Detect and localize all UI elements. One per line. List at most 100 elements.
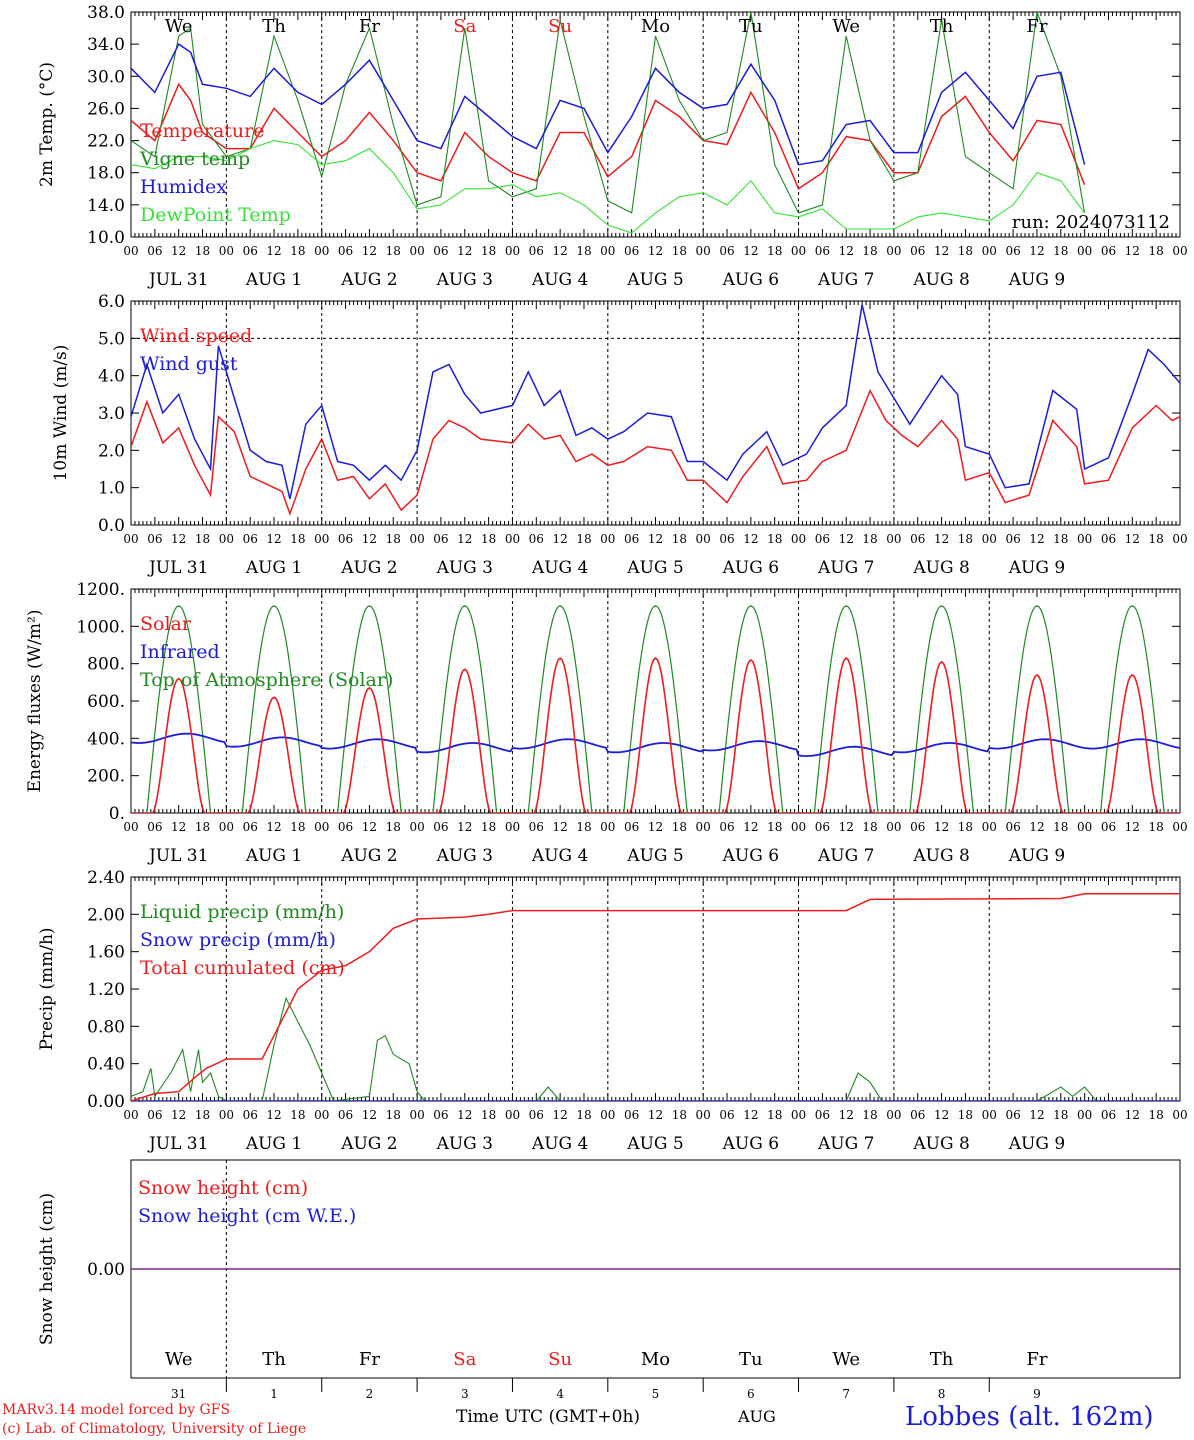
hour-tick-label: 18 (386, 244, 401, 258)
hour-tick-label: 18 (1149, 244, 1164, 258)
hour-tick-label: 18 (481, 532, 496, 546)
legend-entry: Top of Atmosphere (Solar) (140, 669, 393, 691)
legend-entry: Snow height (cm W.E.) (138, 1205, 356, 1227)
hour-tick-label: 12 (648, 820, 663, 834)
hour-tick-label: 06 (338, 244, 353, 258)
legend-entry: Temperature (140, 120, 264, 142)
series-wind-gust (131, 304, 1180, 500)
date-label: AUG 5 (626, 270, 683, 290)
date-label: AUG 8 (912, 846, 969, 866)
hour-tick-label: 18 (481, 244, 496, 258)
hour-tick-label: 06 (910, 244, 925, 258)
hour-tick-label: 00 (219, 1108, 234, 1122)
model-credit-line: MARv3.14 model forced by GFS (2, 1402, 231, 1418)
hour-tick-label: 12 (457, 1108, 472, 1122)
hour-tick-label: 00 (314, 532, 329, 546)
hour-tick-label: 12 (934, 820, 949, 834)
station-label: Lobbes (alt. 162m) (905, 1402, 1154, 1432)
date-label: AUG 6 (722, 1134, 779, 1154)
y-tick-label: 2.0 (98, 441, 125, 461)
hour-tick-label: 00 (982, 1108, 997, 1122)
hour-tick-label: 00 (505, 820, 520, 834)
y-tick-label: 400. (87, 729, 125, 749)
hour-tick-label: 18 (1149, 1108, 1164, 1122)
hour-tick-label: 18 (1053, 244, 1068, 258)
hour-tick-label: 18 (576, 532, 591, 546)
weekday-label: Th (262, 16, 286, 37)
hour-tick-label: 18 (576, 820, 591, 834)
date-label: AUG 8 (912, 558, 969, 578)
hour-tick-label: 18 (672, 1108, 687, 1122)
series-total-cumulated-cm- (131, 893, 1180, 1101)
panel-4: 00 06 12 18 00 06 12 18 00 06 12 18 00 06 12 18 00 06 12 18… (37, 868, 1188, 1154)
hour-tick-label: 00 (696, 1108, 711, 1122)
hour-tick-label: 06 (624, 1108, 639, 1122)
hour-tick-label: 06 (433, 1108, 448, 1122)
hour-tick-label: 06 (529, 244, 544, 258)
hour-tick-label: 18 (958, 532, 973, 546)
weekday-label: Th (930, 16, 954, 37)
series-temperature (131, 82, 1086, 190)
hour-tick-label: 06 (529, 532, 544, 546)
day-number-label: 7 (842, 1387, 850, 1401)
weekday-label: We (165, 1349, 193, 1370)
y-tick-label: 38.0 (87, 3, 125, 23)
hour-tick-label: 12 (839, 820, 854, 834)
y-tick-label: 1.20 (87, 980, 125, 1000)
series-group (131, 12, 1086, 234)
legend-entry: Wind speed (140, 325, 252, 347)
date-label: AUG 2 (340, 1134, 397, 1154)
hour-tick-label: 18 (290, 820, 305, 834)
y-tick-label: 1200. (76, 580, 125, 600)
y-tick-label: 200. (87, 767, 125, 787)
date-label: AUG 5 (626, 846, 683, 866)
date-label: AUG 4 (531, 270, 588, 290)
hour-tick-label: 00 (982, 820, 997, 834)
hour-tick-label: 06 (433, 532, 448, 546)
hour-tick-label: 06 (147, 244, 162, 258)
legend-entry: Humidex (140, 176, 227, 198)
date-label: AUG 1 (245, 1134, 302, 1154)
hour-tick-label: 00 (219, 532, 234, 546)
hour-tick-label: 06 (243, 820, 258, 834)
date-label: AUG 1 (245, 846, 302, 866)
hour-tick-label: 06 (624, 244, 639, 258)
hour-tick-label: 18 (386, 532, 401, 546)
hour-tick-label: 12 (839, 532, 854, 546)
hour-tick-label: 00 (505, 1108, 520, 1122)
y-axis-label: 10m Wind (m/s) (51, 345, 71, 482)
date-label: JUL 31 (147, 846, 208, 866)
y-tick-label: 0.40 (87, 1055, 125, 1075)
day-number-label: 5 (652, 1387, 660, 1401)
hour-tick-label: 00 (1172, 1108, 1187, 1122)
hour-tick-label: 06 (433, 244, 448, 258)
hour-tick-label: 12 (934, 1108, 949, 1122)
hour-tick-label: 00 (886, 820, 901, 834)
hour-tick-label: 00 (219, 820, 234, 834)
y-tick-label: 800. (87, 655, 125, 675)
date-label: AUG 4 (531, 558, 588, 578)
hour-tick-label: 00 (314, 1108, 329, 1122)
y-tick-label: 6.0 (98, 292, 125, 312)
y-tick-label: 2.40 (87, 868, 125, 888)
hour-tick-label: 18 (1149, 532, 1164, 546)
hour-tick-label: 18 (195, 1108, 210, 1122)
panel-3: 00 06 12 18 00 06 12 18 00 06 12 18 00 06 12 18 00 06 12 18… (25, 580, 1188, 866)
hour-tick-label: 18 (672, 244, 687, 258)
y-axis-label: Snow height (cm) (37, 1193, 57, 1345)
hour-tick-label: 18 (672, 820, 687, 834)
date-label: AUG 7 (817, 270, 874, 290)
y-tick-label: 1.60 (87, 943, 125, 963)
day-number-label: 2 (366, 1387, 374, 1401)
hour-tick-label: 00 (314, 244, 329, 258)
hour-tick-label: 00 (600, 532, 615, 546)
y-tick-label: 1.0 (98, 479, 125, 499)
hour-tick-label: 12 (648, 1108, 663, 1122)
hour-tick-label: 12 (266, 820, 281, 834)
hour-tick-label: 12 (743, 532, 758, 546)
hour-tick-label: 00 (696, 244, 711, 258)
hour-tick-label: 18 (767, 1108, 782, 1122)
hour-tick-label: 06 (529, 1108, 544, 1122)
hour-tick-label: 18 (481, 820, 496, 834)
hour-tick-label: 12 (457, 820, 472, 834)
